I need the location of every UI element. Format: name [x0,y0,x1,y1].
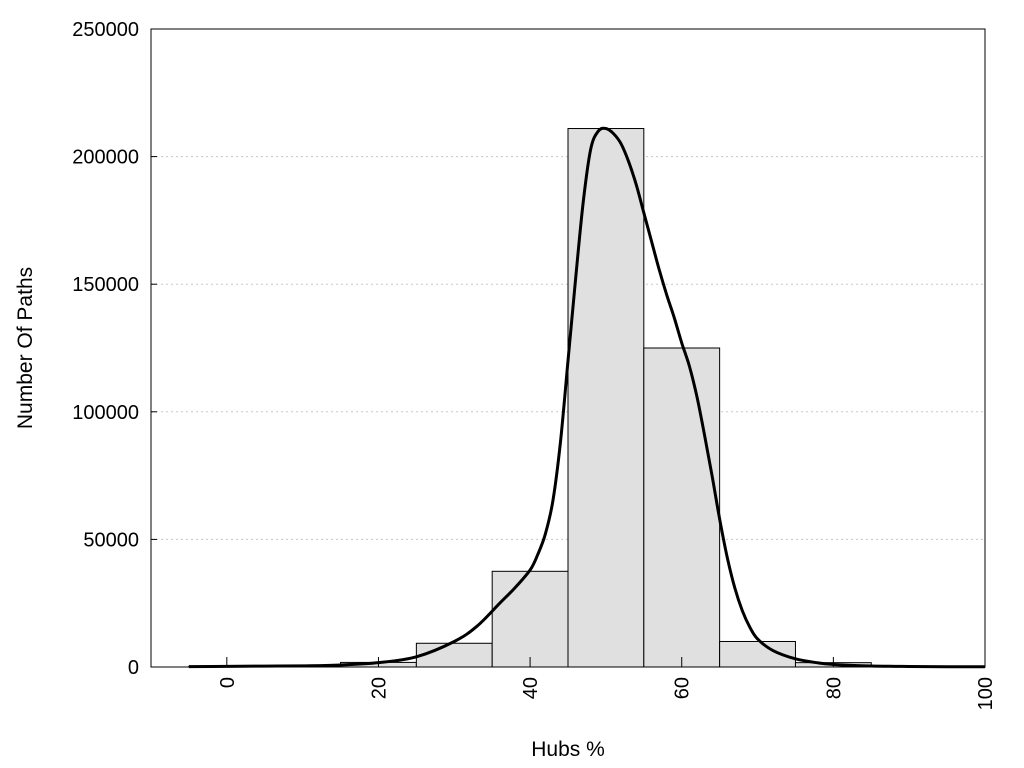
y-tick-label: 150000 [72,274,139,296]
x-tick-label: 0 [217,677,239,688]
x-axis-ticks: 0 20 40 60 80 100 [217,657,997,710]
y-tick-label: 200000 [72,147,139,169]
x-tick-label: 40 [520,677,542,699]
histogram-bar-40 [491,570,569,668]
x-tick-label: 100 [975,677,997,710]
y-tick-label: 50000 [83,529,139,551]
y-axis-ticks: 0 50000 100000 150000 200000 250000 [72,19,157,679]
plot-frame [150,28,986,668]
y-tick-label: 0 [128,657,139,679]
histogram-bars [188,128,948,668]
x-axis-label: Hubs % [531,738,605,761]
density-curve [188,126,986,669]
histogram-bar-30 [415,642,493,668]
x-tick-label: 60 [672,677,694,699]
y-axis-label: Number Of Paths [14,267,37,429]
histogram-bar-50 [567,128,645,668]
x-tick-label: 80 [823,677,845,699]
y-tick-label: 100000 [72,402,139,424]
y-tick-label: 250000 [72,19,139,41]
x-tick-label: 20 [368,677,390,699]
histogram-bar-60 [643,347,721,668]
